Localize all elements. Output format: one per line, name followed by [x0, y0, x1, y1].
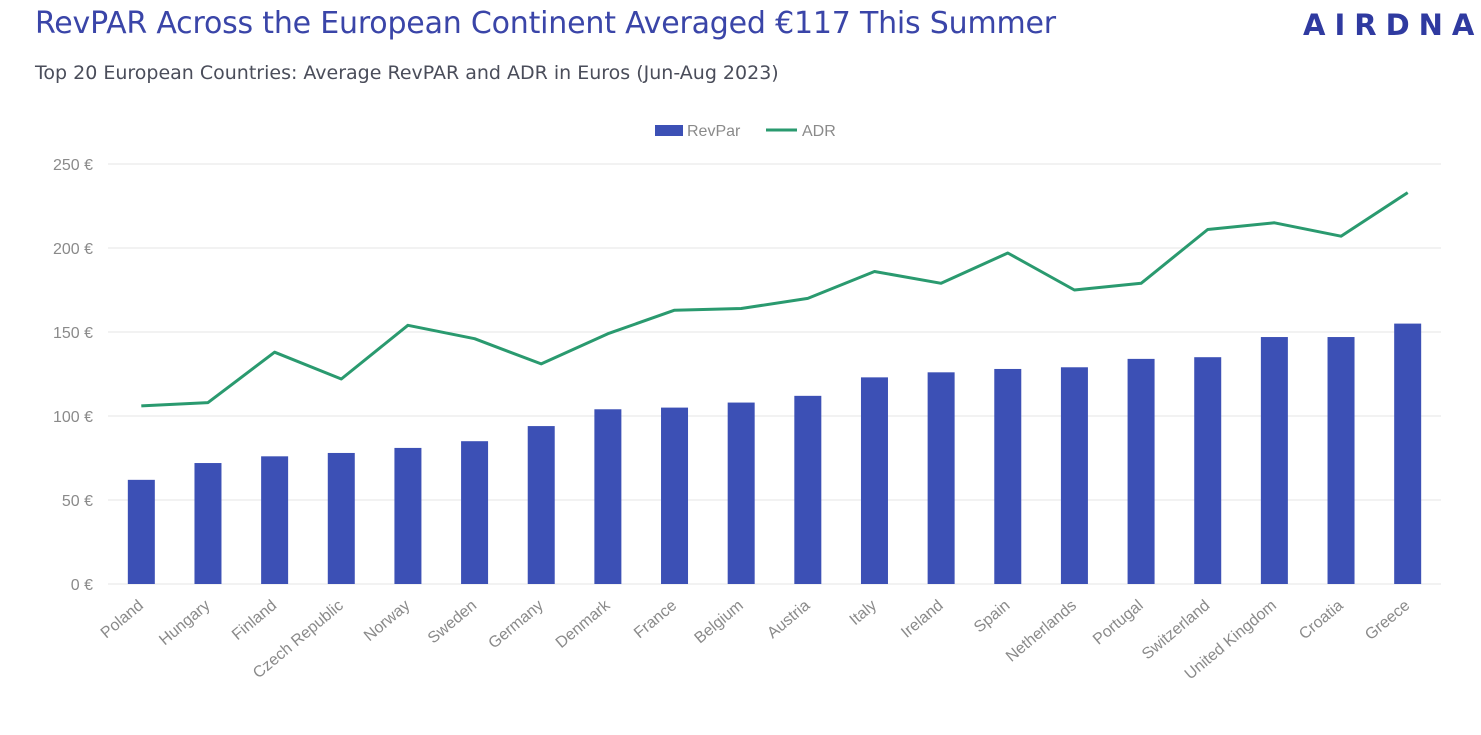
legend-revpar-swatch: [655, 125, 683, 136]
revpar-bar: [1260, 337, 1288, 584]
revpar-bar: [261, 456, 289, 584]
revpar-bar: [527, 426, 555, 584]
x-tick-label: Greece: [1362, 597, 1413, 644]
x-tick-label: Portugal: [1090, 597, 1147, 648]
x-tick-label: Austria: [764, 597, 813, 642]
chart-subtitle: Top 20 European Countries: Average RevPA…: [35, 62, 779, 84]
x-tick-label: Finland: [229, 597, 280, 644]
x-tick-label: Norway: [361, 597, 413, 645]
revpar-bar: [127, 479, 155, 584]
x-tick-label: Croatia: [1296, 597, 1347, 643]
x-tick-label: Ireland: [898, 597, 946, 641]
y-tick-label: 50 €: [62, 493, 93, 510]
x-tick-label: Poland: [98, 597, 147, 642]
adr-line-path: [141, 191, 1409, 408]
revpar-bar: [1394, 323, 1422, 584]
legend: RevPar ADR: [655, 123, 836, 140]
y-tick-label: 200 €: [53, 241, 93, 258]
revpar-bar: [794, 395, 822, 584]
x-tick-label: Denmark: [553, 596, 614, 651]
x-tick-label: Italy: [847, 597, 880, 629]
y-tick-label: 0 €: [71, 577, 93, 594]
x-tick-label: Spain: [971, 597, 1013, 636]
revpar-bar: [327, 452, 355, 584]
revpar-bar: [1327, 337, 1355, 584]
revpar-bar: [1060, 367, 1088, 584]
revpar-bar: [1194, 357, 1222, 584]
y-axis: 0 € 50 € 100 € 150 € 200 € 250 €: [53, 157, 93, 594]
revpar-bars: [127, 323, 1422, 584]
airdna-logo: AIRDNA: [1303, 8, 1481, 42]
x-tick-label: France: [631, 597, 680, 642]
y-tick-label: 100 €: [53, 409, 93, 426]
revpar-bar: [461, 441, 489, 584]
x-tick-label: Germany: [485, 597, 546, 652]
revpar-bar: [194, 463, 222, 584]
revpar-bar: [994, 368, 1022, 584]
adr-line: [141, 191, 1409, 408]
x-tick-label: Netherlands: [1003, 597, 1080, 665]
y-tick-label: 150 €: [53, 325, 93, 342]
revpar-bar: [727, 402, 755, 584]
revpar-bar: [927, 372, 955, 584]
x-tick-label: Belgium: [692, 597, 747, 647]
y-tick-label: 250 €: [53, 157, 93, 174]
revpar-bar: [394, 447, 422, 584]
revpar-bar: [661, 407, 689, 584]
x-tick-label: Hungary: [156, 597, 213, 649]
revpar-bar: [1127, 358, 1155, 584]
revpar-bar: [594, 409, 622, 584]
revpar-bar: [860, 377, 888, 584]
legend-adr-label: ADR: [802, 123, 836, 140]
chart-title: RevPAR Across the European Continent Ave…: [35, 6, 1056, 41]
legend-revpar-label: RevPar: [687, 123, 741, 140]
x-tick-label: Sweden: [425, 597, 480, 647]
